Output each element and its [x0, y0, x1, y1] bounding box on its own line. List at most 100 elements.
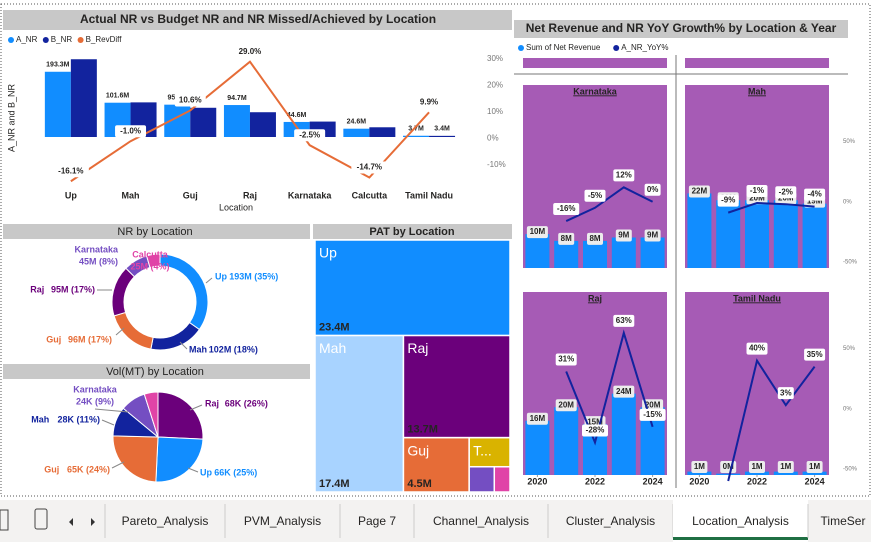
x-tick-label: 2020	[689, 476, 709, 486]
data-label: 65K (24%)	[67, 464, 110, 474]
bar	[429, 135, 456, 137]
active-tab-underline	[673, 537, 808, 540]
bar	[403, 135, 430, 137]
treemap-cell	[402, 436, 470, 493]
label-box	[587, 232, 603, 245]
data-label: 13.7M	[407, 423, 438, 435]
mobile-icon[interactable]	[34, 508, 48, 530]
tab[interactable]: Pareto_Analysis	[122, 514, 209, 528]
category-label: Guj	[46, 334, 61, 344]
data-label: -16.1%	[58, 166, 83, 175]
x-tick-label: Up	[65, 190, 77, 200]
legend-label: A_NR_YoY%	[621, 43, 668, 52]
bar	[802, 203, 827, 268]
data-label: 9.9%	[420, 97, 438, 106]
slice	[146, 253, 161, 269]
category-label: Mah	[31, 414, 49, 424]
x-tick-label: Mah	[122, 190, 140, 200]
legend-marker	[613, 45, 620, 51]
label-box	[115, 125, 147, 138]
data-label: 23.4M	[319, 321, 350, 333]
tab[interactable]: Page 7	[358, 514, 396, 528]
x-axis-label: Location	[219, 202, 253, 212]
label-box	[749, 461, 765, 473]
tab[interactable]: TimeSer	[821, 514, 866, 528]
data-label: 1M	[751, 462, 762, 471]
label-box	[294, 129, 326, 142]
bar	[525, 234, 550, 268]
treemap-cell	[493, 465, 511, 493]
legend-marker	[42, 37, 49, 43]
data-label: 68K (26%)	[225, 398, 268, 408]
tab[interactable]: Location_Analysis	[692, 514, 789, 528]
y2-tick-label: 0%	[843, 406, 852, 412]
chart-title: Net Revenue and NR YoY Growth% by Locati…	[526, 21, 837, 35]
bar	[745, 200, 769, 268]
tab[interactable]: Cluster_Analysis	[566, 514, 655, 528]
title-bar	[3, 224, 310, 239]
y2-tick-label: 0%	[487, 134, 499, 143]
tab[interactable]: Channel_Analysis	[433, 514, 529, 528]
label-box	[613, 169, 635, 182]
data-label: 0M	[723, 462, 734, 471]
x-tick-label: Calcutta	[352, 190, 389, 200]
leader-line	[101, 419, 115, 426]
bar	[773, 200, 798, 268]
bar	[687, 193, 712, 268]
page-icon[interactable]	[0, 509, 9, 531]
panel-title: Raj	[588, 293, 602, 303]
x-tick-label: Karnataka	[288, 190, 333, 200]
data-label: 8M	[561, 234, 572, 243]
label-box	[526, 412, 548, 425]
bar	[70, 59, 97, 137]
bar	[583, 240, 607, 268]
leader-line	[205, 277, 213, 284]
data-label: 9M	[647, 231, 658, 240]
data-label: 16M	[530, 414, 546, 423]
label-box	[234, 45, 266, 58]
legend-label: B_RevDiff	[86, 35, 123, 44]
chart-title: Actual NR vs Budget NR and NR Missed/Ach…	[80, 12, 436, 26]
data-label: 0%	[647, 185, 659, 194]
data-label: -2%	[779, 187, 793, 196]
prev-arrow[interactable]	[69, 518, 73, 526]
label-box	[553, 203, 580, 216]
label-box	[775, 186, 797, 199]
next-arrow[interactable]	[91, 518, 95, 526]
y2-tick-label: 50%	[843, 139, 856, 145]
tabs: Pareto_Analysis PVM_Analysis Page 7 Channel…	[104, 500, 866, 542]
data-label: -4%	[807, 190, 821, 199]
y2-tick-label: 30%	[487, 54, 503, 63]
data-label: 4.5M	[407, 478, 431, 490]
data-label: 24K (9%)	[76, 396, 114, 406]
category-label: Up	[200, 467, 212, 477]
tab[interactable]: PVM_Analysis	[244, 514, 321, 528]
title-bar	[313, 224, 512, 239]
chart-title: Vol(MT) by Location	[106, 366, 204, 378]
category-label: Karnataka	[73, 384, 118, 394]
category-label: Guj	[44, 464, 59, 474]
line	[70, 60, 430, 183]
label-box	[806, 461, 823, 473]
label-box	[613, 314, 635, 327]
x-tick-label: Guj	[183, 190, 198, 200]
category-label: Up	[215, 271, 227, 281]
label-box	[613, 385, 635, 398]
y-axis-label: A_NR and B_NR	[6, 83, 16, 152]
data-label: 10M	[530, 227, 546, 236]
data-label: -28%	[586, 426, 605, 435]
label-box	[777, 461, 794, 473]
line	[727, 201, 815, 214]
bar	[716, 200, 741, 268]
data-label: 9M	[618, 231, 629, 240]
y2-tick-label: 10%	[487, 107, 503, 116]
data-label: 29.0%	[239, 47, 262, 56]
legend-label: A_NR	[16, 35, 38, 44]
y2-tick-label: -10%	[487, 160, 506, 169]
data-label: 17.4M	[319, 478, 350, 490]
x-tick-label: 2022	[747, 476, 767, 486]
legend-label: B_NR	[51, 35, 73, 44]
data-label: 24.6M	[347, 119, 367, 126]
panel-strip	[685, 58, 829, 68]
